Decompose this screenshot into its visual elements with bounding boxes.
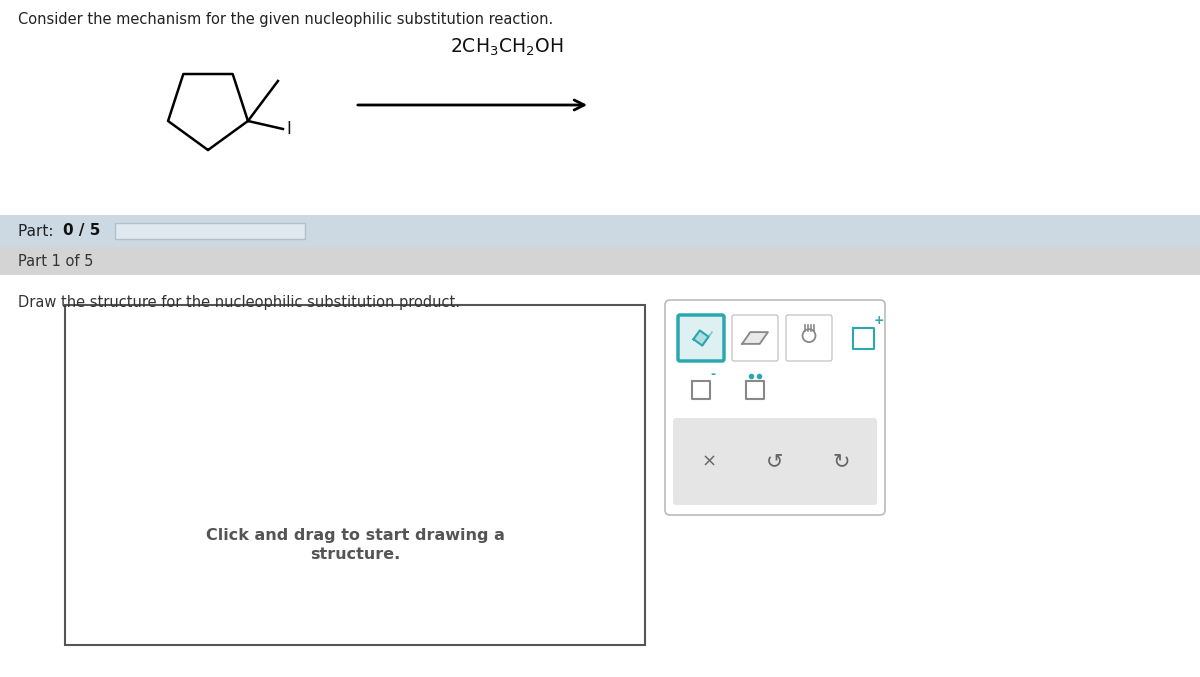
Text: Consider the mechanism for the given nucleophilic substitution reaction.: Consider the mechanism for the given nuc… <box>18 12 553 27</box>
Text: Draw the structure for the nucleophilic substitution product.: Draw the structure for the nucleophilic … <box>18 295 460 310</box>
Text: I: I <box>286 120 290 138</box>
Text: ×: × <box>702 452 716 471</box>
Bar <box>65 305 646 645</box>
Bar <box>0 215 1200 247</box>
FancyBboxPatch shape <box>732 315 778 361</box>
Text: structure.: structure. <box>310 547 400 562</box>
Text: ↺: ↺ <box>767 452 784 471</box>
Polygon shape <box>702 332 713 345</box>
Text: -: - <box>710 368 715 380</box>
Text: Click and drag to start drawing a: Click and drag to start drawing a <box>205 528 504 543</box>
FancyBboxPatch shape <box>786 315 832 361</box>
FancyBboxPatch shape <box>665 300 886 515</box>
Text: Part 1 of 5: Part 1 of 5 <box>18 253 94 269</box>
Text: 2CH$_3$CH$_2$OH: 2CH$_3$CH$_2$OH <box>450 37 564 58</box>
FancyBboxPatch shape <box>673 418 877 505</box>
Bar <box>115 223 305 239</box>
Text: ↻: ↻ <box>833 452 850 471</box>
Text: 0 / 5: 0 / 5 <box>64 223 101 238</box>
Text: +: + <box>874 315 884 328</box>
Polygon shape <box>694 330 708 345</box>
Bar <box>0 247 1200 275</box>
Text: Part:: Part: <box>18 223 59 238</box>
Polygon shape <box>742 332 768 344</box>
FancyBboxPatch shape <box>678 315 724 361</box>
